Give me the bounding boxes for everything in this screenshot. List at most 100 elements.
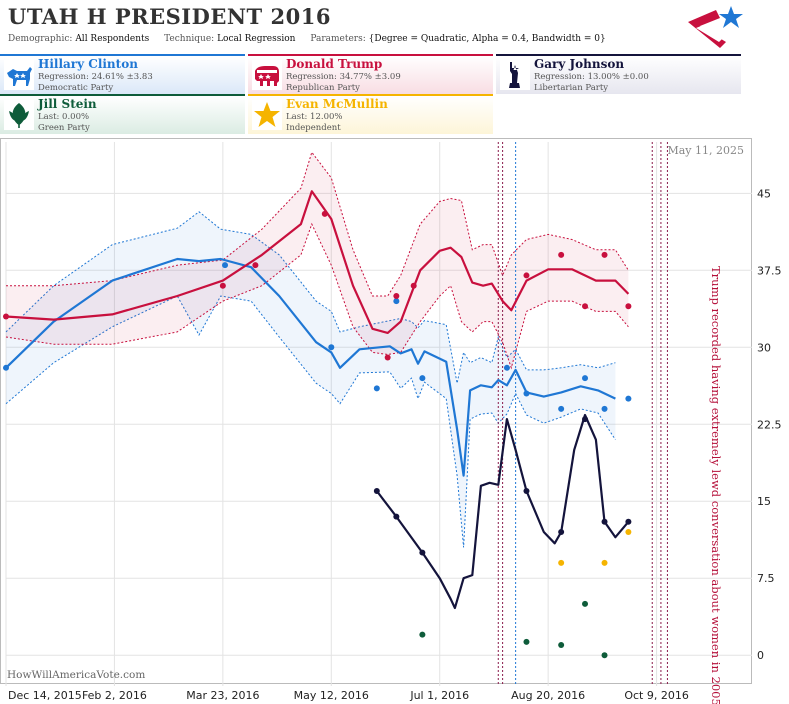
clinton-band (6, 211, 616, 548)
candidate-party: Libertarian Party (534, 83, 609, 93)
chart-labels: HowWillAmericaVote.com May 11, 2025 Trum… (7, 144, 744, 704)
y-tick-label: 22.5 (757, 418, 782, 431)
trump-poll-point (384, 354, 391, 361)
candidate-party: Green Party (38, 123, 90, 133)
poll-points (3, 210, 632, 659)
site-logo-icon[interactable] (686, 4, 746, 50)
stein-poll-point (582, 600, 589, 607)
clinton-poll-point (601, 405, 608, 412)
clinton-poll-point (582, 375, 589, 382)
johnson-poll-point (625, 518, 632, 525)
mcmullin-poll-point (558, 559, 565, 566)
candidate-stat: Regression: 24.61% ±3.83 (38, 72, 153, 82)
y-tick-label: 45 (757, 187, 771, 200)
clinton-poll-point (503, 364, 510, 371)
candidate-card-clinton[interactable]: Hillary Clinton Regression: 24.61% ±3.83… (0, 54, 245, 94)
y-tick-label: 15 (757, 495, 771, 508)
johnson-poll-point (523, 487, 530, 494)
mcmullin-poll-point (625, 529, 632, 536)
parameters-value[interactable]: {Degree = Quadratic, Alpha = 0.4, Bandwi… (368, 34, 606, 44)
candidate-name: Evan McMullin (286, 97, 388, 111)
y-tick-label: 7.5 (757, 572, 775, 585)
trump-poll-point (523, 272, 530, 279)
clinton-poll-point (625, 395, 632, 402)
trump-upper-bound (6, 151, 629, 297)
x-tick-label: Feb 2, 2016 (82, 689, 147, 702)
trump-poll-point (393, 292, 400, 299)
confidence-bands (5, 151, 629, 548)
trump-poll-point (321, 210, 328, 217)
clinton-poll-point (222, 262, 229, 269)
candidate-card-mcmullin[interactable]: Evan McMullin Last: 12.00% Independent (248, 94, 493, 134)
event-annotation: Trump recorded having extremely lewd con… (709, 266, 723, 704)
trump-lower-bound (5, 222, 629, 370)
trump-poll-point (410, 282, 417, 289)
candidate-name: Donald Trump (286, 57, 383, 71)
johnson-poll-point (373, 487, 380, 494)
star-icon (252, 100, 282, 130)
johnson-poll-point (601, 518, 608, 525)
candidate-party: Independent (286, 123, 341, 133)
x-tick-label: Aug 20, 2016 (511, 689, 585, 702)
technique-key: Technique: (164, 34, 215, 44)
date-label: May 11, 2025 (667, 144, 744, 157)
clinton-poll-point (419, 375, 426, 382)
candidate-stat: Regression: 34.77% ±3.09 (286, 72, 401, 82)
candidate-name: Gary Johnson (534, 57, 625, 71)
candidate-stat: Last: 12.00% (286, 112, 343, 122)
trump-poll-point (625, 303, 632, 310)
x-tick-label: Dec 14, 2015 (8, 689, 82, 702)
candidate-name: Jill Stein (38, 97, 97, 111)
trump-poll-point (252, 262, 259, 269)
x-tick-label: Mar 23, 2016 (186, 689, 259, 702)
clinton-poll-point (3, 364, 9, 371)
clinton-poll-point (558, 405, 565, 412)
trump-poll-point (558, 251, 565, 258)
y-tick-label: 0 (757, 649, 764, 662)
trump-poll-point (582, 303, 589, 310)
clinton-poll-point (373, 385, 380, 392)
trump-poll-point (3, 313, 9, 320)
elephant-icon (252, 60, 282, 90)
johnson-poll-point (582, 416, 589, 423)
trump-poll-point (601, 251, 608, 258)
candidate-card-trump[interactable]: Donald Trump Regression: 34.77% ±3.09 Re… (248, 54, 493, 94)
stein-poll-point (601, 652, 608, 659)
leaf-icon (4, 100, 34, 130)
watermark: HowWillAmericaVote.com (7, 669, 145, 681)
candidate-name: Hillary Clinton (38, 57, 138, 71)
y-tick-label: 30 (757, 341, 771, 354)
johnson-poll-point (393, 513, 400, 520)
clinton-upper-bound (5, 211, 616, 384)
candidate-stat: Regression: 13.00% ±0.00 (534, 72, 649, 82)
trump-poll-point (219, 282, 226, 289)
clinton-trend-line (5, 257, 616, 477)
y-tick-label: 37.5 (757, 264, 782, 277)
candidate-card-johnson[interactable]: Gary Johnson Regression: 13.00% ±0.00 Li… (496, 54, 741, 94)
stein-poll-point (523, 638, 530, 645)
candidate-card-stein[interactable]: Jill Stein Last: 0.00% Green Party (0, 94, 245, 134)
stein-poll-point (419, 631, 426, 638)
plot-border (0, 138, 752, 684)
clinton-poll-point (393, 298, 400, 305)
page-title: UTAH H PRESIDENT 2016 (8, 4, 331, 29)
demographic-key: Demographic: (8, 34, 73, 44)
x-tick-label: May 12, 2016 (294, 689, 369, 702)
x-tick-label: Jul 1, 2016 (409, 689, 469, 702)
stein-poll-point (558, 641, 565, 648)
statue-of-liberty-icon (500, 60, 530, 90)
mcmullin-poll-point (601, 559, 608, 566)
candidate-party: Republican Party (286, 83, 360, 93)
johnson-poll-point (558, 529, 565, 536)
event-lines (497, 142, 668, 686)
demographic-value[interactable]: All Respondents (75, 34, 150, 44)
technique-value[interactable]: Local Regression (217, 34, 296, 44)
trump-band (6, 152, 629, 368)
chart-grid: 0 7.5 15 22.5 30 37.5 45 Dec 14, 2015 Feb 2, 201… (0, 138, 782, 702)
clinton-poll-point (523, 390, 530, 397)
candidate-party: Democratic Party (38, 83, 114, 93)
x-tick-label: Oct 9, 2016 (624, 689, 689, 702)
trend-lines (5, 190, 630, 610)
parameters-key: Parameters: (310, 34, 366, 44)
parameters-bar: Demographic: All Respondents Technique: … (8, 34, 618, 44)
